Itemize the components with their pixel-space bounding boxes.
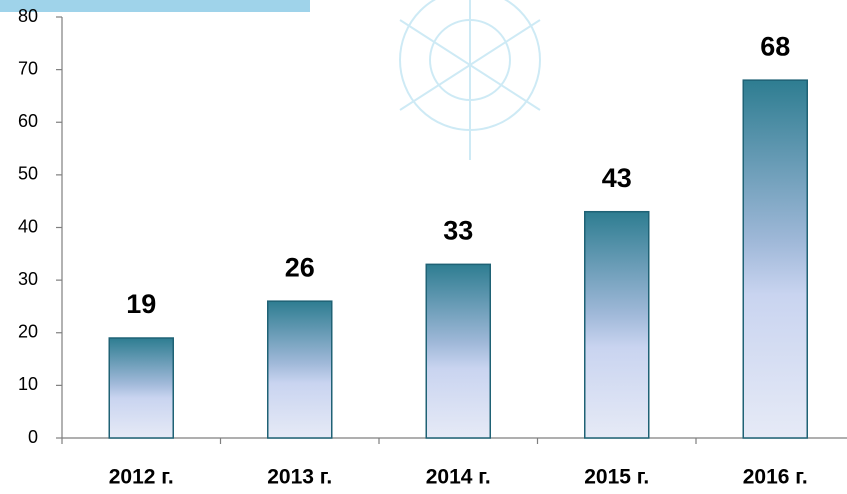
value-label: 43 [602,163,632,193]
x-tick-label: 2014 г. [426,466,491,489]
x-tick-label: 2015 г. [584,466,649,489]
value-label: 26 [285,252,315,282]
bar [585,212,649,438]
y-tick-label: 10 [18,374,38,394]
x-tick-label: 2013 г. [267,466,332,489]
bar [743,80,807,438]
value-label: 33 [443,215,473,245]
snowflake-decoration [400,0,540,160]
bar [268,301,332,438]
chart: 0 10 20 30 40 50 60 70 80 2012 г. 19 2013 г. 26 2014 … [0,0,847,494]
y-tick-label: 30 [18,269,38,289]
x-tick-label: 2016 г. [743,466,808,489]
y-tick-label: 70 [18,58,38,78]
y-tick-label: 50 [18,164,38,184]
bar [426,264,490,438]
bar [109,338,173,438]
value-label: 19 [126,289,156,319]
y-tick-label: 0 [28,427,38,447]
y-tick-label: 20 [18,322,38,342]
y-tick-label: 80 [18,6,38,26]
decoration-banner [0,0,310,12]
y-tick-label: 60 [18,111,38,131]
y-tick-label: 40 [18,216,38,236]
value-label: 68 [760,31,790,61]
x-tick-label: 2012 г. [109,466,174,489]
